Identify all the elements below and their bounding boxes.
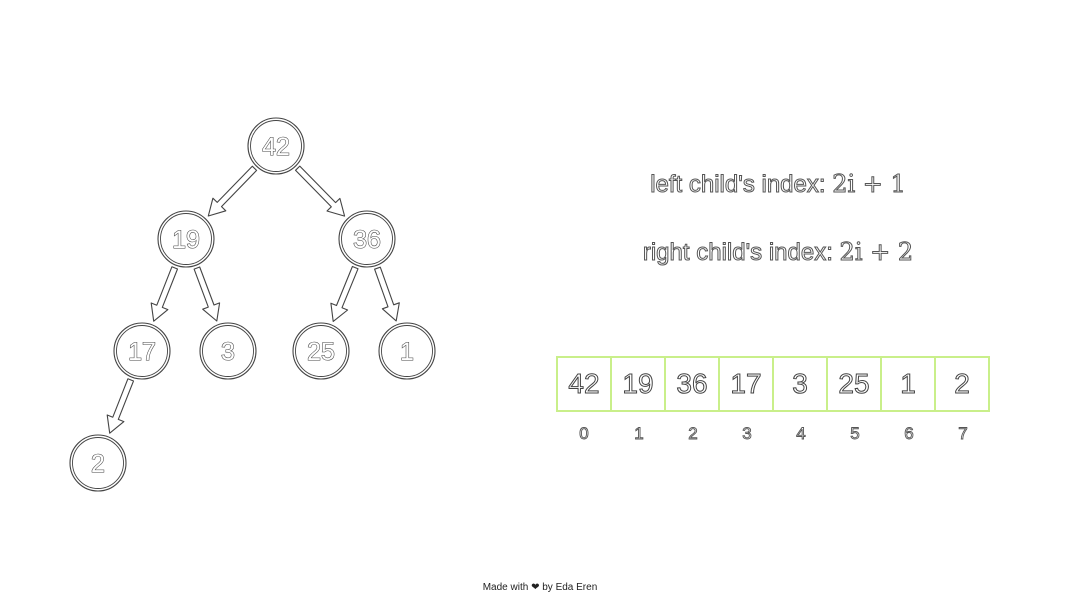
tree-node-circle bbox=[338, 210, 396, 268]
tree-node-1: 1 bbox=[378, 322, 436, 380]
tree-node-circle bbox=[247, 117, 305, 175]
array-cell-5: 25 bbox=[826, 356, 882, 412]
tree-node-label: 42 bbox=[262, 133, 290, 161]
tree-node-circle bbox=[69, 434, 127, 492]
tree-nodes: 42 19 36 17 3 25 1 2 bbox=[69, 117, 436, 492]
tree-node-circle bbox=[378, 322, 436, 380]
array-cell-1: 19 bbox=[610, 356, 666, 412]
array-cell-0: 42 bbox=[556, 356, 612, 412]
left-child-formula: left child's index: 2i + 1 bbox=[540, 170, 1016, 199]
edge-arrow-36-to-25 bbox=[330, 265, 359, 322]
tree-node-label: 1 bbox=[400, 338, 414, 366]
tree-node-2: 2 bbox=[69, 434, 127, 492]
tree-node-label: 2 bbox=[91, 450, 105, 478]
array-index-6: 6 bbox=[904, 424, 914, 444]
array-indices: 0 1 2 3 4 5 6 7 bbox=[556, 424, 990, 444]
edge-arrow-42-to-19 bbox=[207, 165, 258, 217]
tree-node-ring bbox=[341, 213, 393, 265]
edge-arrow-17-to-2 bbox=[106, 378, 135, 434]
tree-edges bbox=[106, 165, 400, 434]
tree-node-17: 17 bbox=[113, 322, 171, 380]
tree-node-label: 19 bbox=[172, 226, 200, 254]
edge-arrow-42-to-36 bbox=[294, 165, 346, 217]
left-child-formula-math: 2i + 1 bbox=[832, 170, 907, 199]
tree-node-label: 17 bbox=[128, 338, 156, 366]
left-child-formula-label: left child's index: bbox=[650, 171, 833, 199]
array-cell-6: 1 bbox=[880, 356, 936, 412]
tree-node-circle bbox=[199, 322, 257, 380]
array-index-2: 2 bbox=[688, 424, 698, 444]
array-cell-3: 17 bbox=[718, 356, 774, 412]
tree-node-ring bbox=[160, 213, 212, 265]
tree-node-ring bbox=[381, 325, 433, 377]
array-index-7: 7 bbox=[958, 424, 968, 444]
tree-node-ring bbox=[116, 325, 168, 377]
right-child-formula-label: right child's index: bbox=[642, 239, 840, 267]
tree-node-3: 3 bbox=[199, 322, 257, 380]
right-child-formula: right child's index: 2i + 2 bbox=[540, 238, 1016, 267]
tree-node-ring bbox=[295, 325, 347, 377]
tree-node-label: 36 bbox=[353, 226, 381, 254]
array-index-0: 0 bbox=[579, 424, 589, 444]
array-cell-7: 2 bbox=[934, 356, 990, 412]
array-index-1: 1 bbox=[634, 424, 644, 444]
tree-node-36: 36 bbox=[338, 210, 396, 268]
array-cell-2: 36 bbox=[664, 356, 720, 412]
tree-node-label: 3 bbox=[221, 338, 235, 366]
footer-credit: Made with ❤ by Eda Eren bbox=[482, 582, 598, 593]
tree-node-ring bbox=[72, 437, 124, 489]
array-index-5: 5 bbox=[850, 424, 860, 444]
right-child-formula-math: 2i + 2 bbox=[839, 238, 914, 267]
tree-node-19: 19 bbox=[157, 210, 215, 268]
tree-node-circle bbox=[113, 322, 171, 380]
heap-array: 42 19 36 17 3 25 1 2 bbox=[556, 356, 990, 412]
array-cell-4: 3 bbox=[772, 356, 828, 412]
array-index-4: 4 bbox=[796, 424, 806, 444]
tree-node-ring bbox=[202, 325, 254, 377]
tree-node-42: 42 bbox=[247, 117, 305, 175]
tree-node-25: 25 bbox=[292, 322, 350, 380]
tree-node-label: 25 bbox=[307, 338, 335, 366]
edge-arrow-36-to-1 bbox=[374, 266, 400, 322]
tree-node-circle bbox=[292, 322, 350, 380]
tree-node-ring bbox=[250, 120, 302, 172]
edge-arrow-19-to-17 bbox=[150, 266, 179, 322]
tree-node-circle bbox=[157, 210, 215, 268]
edge-arrow-19-to-3 bbox=[193, 266, 221, 322]
array-index-3: 3 bbox=[742, 424, 752, 444]
